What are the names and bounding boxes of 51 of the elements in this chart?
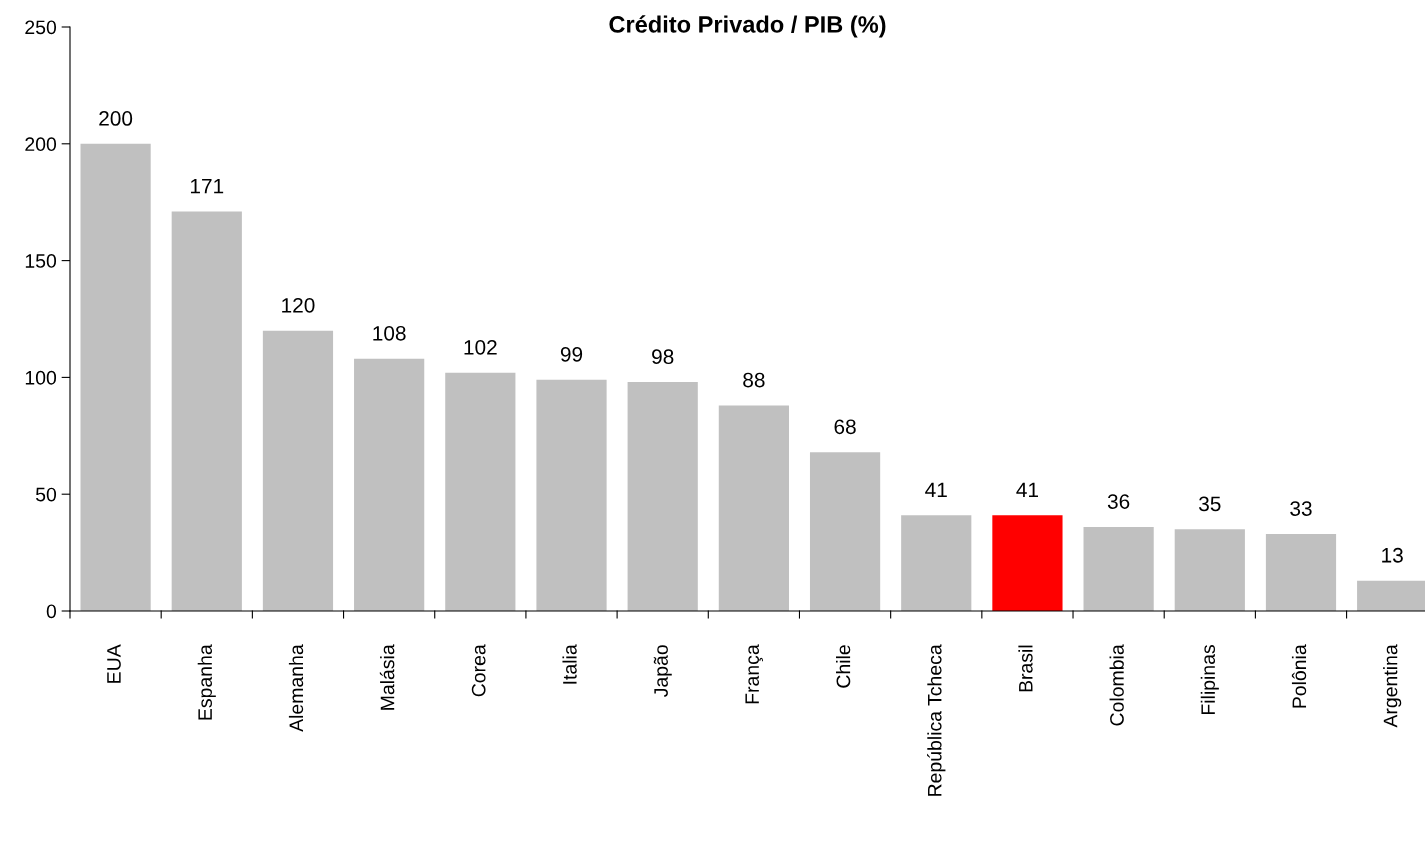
data-label: 99 [560,346,583,362]
x-tick-label: Chile [836,645,851,688]
data-label: 171 [190,179,224,194]
bar [262,330,334,611]
data-label: 200 [99,111,133,126]
bar [1083,526,1154,611]
bar [1174,529,1245,611]
x-tick-label: Malásia [379,644,395,710]
data-label: 13 [1382,547,1403,563]
data-label: 68 [834,419,856,435]
data-label: 41 [1016,482,1039,498]
bar [445,372,516,611]
bar [536,379,607,611]
x-tick-label: Espanha [197,644,216,720]
x-tick-label: Corea [471,644,486,697]
x-tick-label: Japão [653,645,672,697]
bar [809,452,881,611]
bar [80,143,151,611]
bar [718,405,789,611]
y-tick-label: 50 [35,487,57,502]
x-tick-label: Brasil [1018,645,1033,692]
bar [354,358,425,611]
data-label: 41 [925,482,947,498]
data-label: 36 [1107,494,1130,509]
chart-title: Crédito Privado / PIB (%) [609,15,886,38]
x-tick-label: Colombia [1109,644,1124,726]
data-label: 88 [743,372,765,388]
x-tick-label: Filipinas [1200,645,1219,715]
x-tick-label: EUA [107,644,121,683]
data-label: 35 [1199,496,1221,512]
bar [1265,533,1337,611]
x-tick-label: Argentina [1383,644,1402,728]
data-label: 102 [464,339,497,355]
data-label: 33 [1290,501,1312,516]
x-tick-label: República Tcheca [927,644,946,796]
data-label: 108 [373,325,406,341]
bar [171,211,242,611]
y-tick-label: 100 [25,370,57,385]
x-tick-label: Italia [562,644,577,684]
bar [627,382,698,611]
x-tick-label: França [745,644,763,704]
data-label: 98 [652,349,674,365]
data-label: 120 [282,297,315,313]
y-tick-label: 250 [25,20,57,35]
x-tick-label: Alemanha [288,644,304,732]
y-tick-label: 200 [25,137,57,152]
x-tick-label: Polônia [1291,644,1307,708]
bar [992,515,1063,611]
y-tick-label: 150 [25,254,57,268]
y-tick-label: 0 [46,604,57,619]
bar [901,515,972,611]
